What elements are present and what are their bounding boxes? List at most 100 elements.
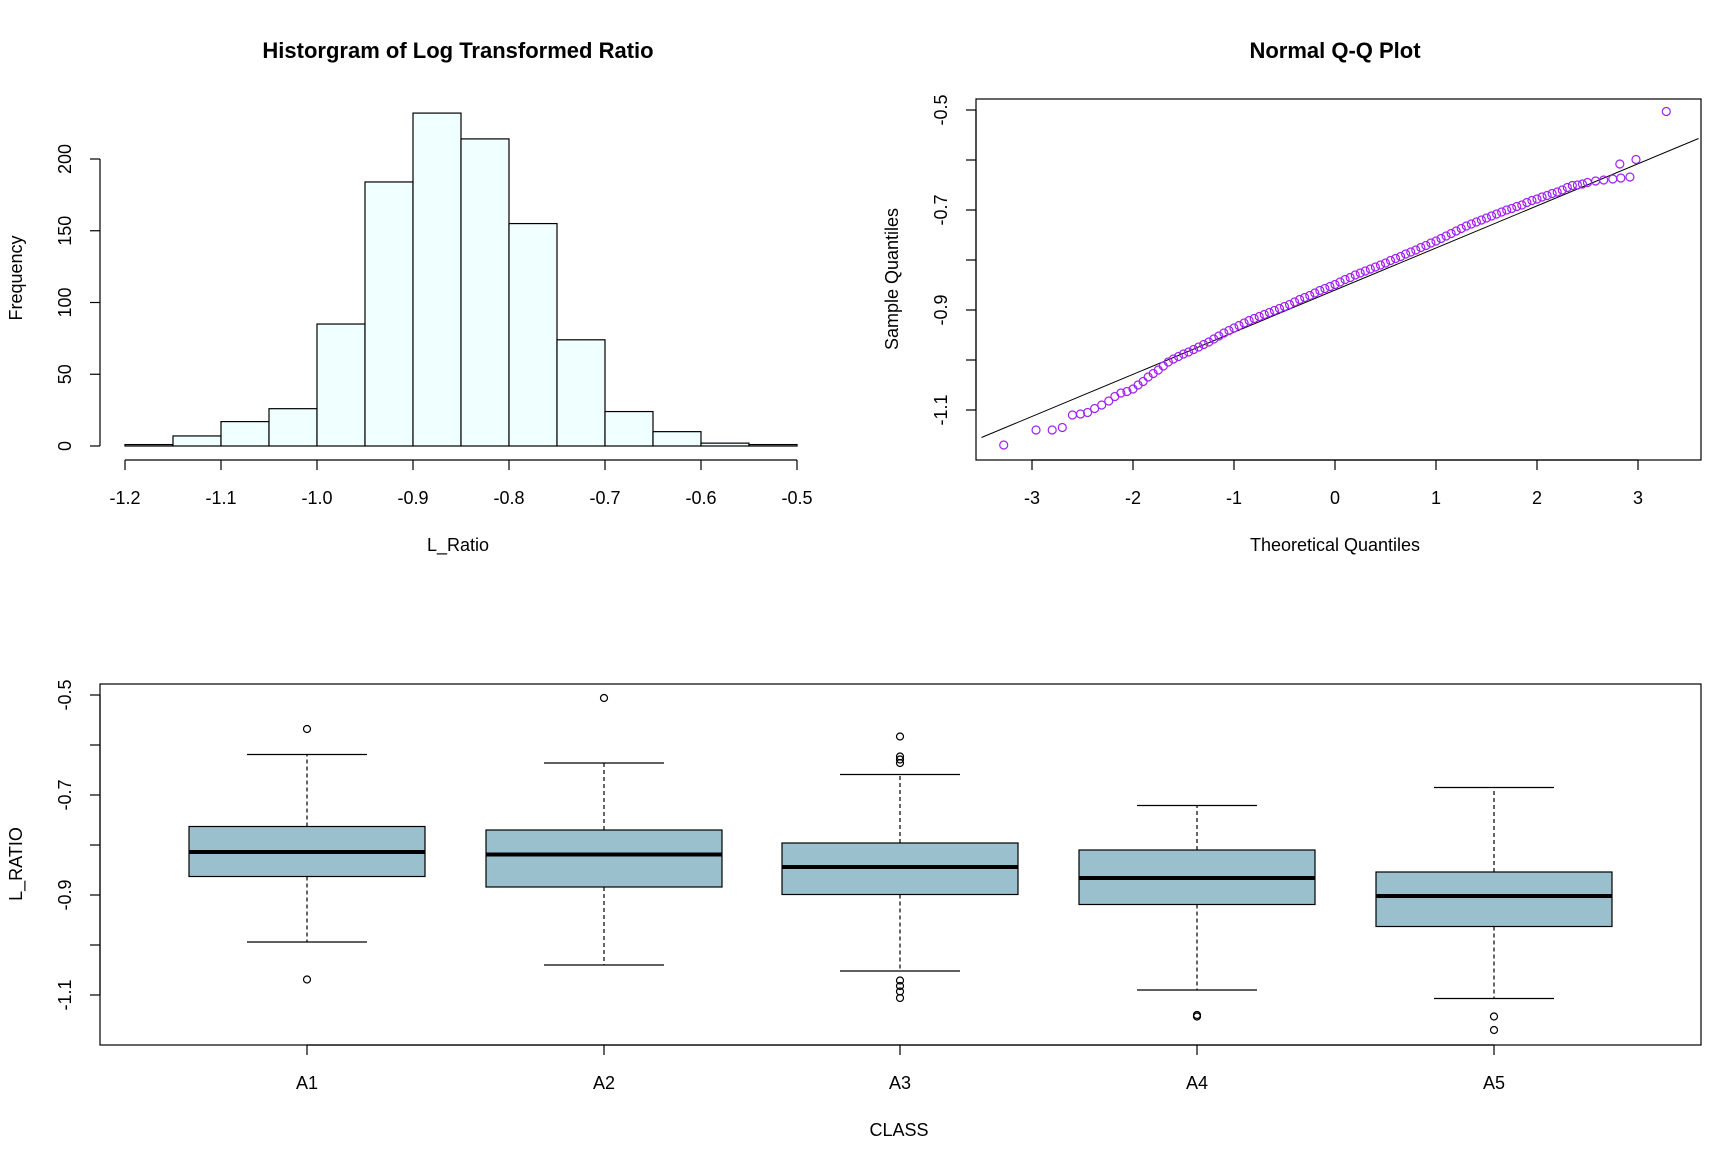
- qq-point: [1289, 297, 1300, 307]
- qq-point: [1507, 203, 1517, 214]
- qq-point: [1340, 274, 1350, 285]
- qq-point: [1305, 290, 1315, 301]
- qq-point: [1067, 410, 1078, 420]
- boxplot-y-tick-label: -0.7: [55, 779, 75, 810]
- qq-point: [1562, 182, 1572, 193]
- qq-point: [1104, 396, 1114, 406]
- qq-point: [1557, 185, 1567, 195]
- qq-points: [999, 106, 1671, 450]
- qq-point: [1517, 200, 1527, 210]
- qq-point: [1194, 342, 1204, 352]
- qq-point: [1567, 180, 1577, 191]
- qq-point: [1615, 159, 1625, 169]
- box-outlier: [1489, 1025, 1499, 1035]
- qq-point: [1537, 192, 1547, 202]
- qq-point: [1188, 344, 1199, 355]
- qq-point: [1385, 255, 1396, 266]
- histogram-bar-13: [748, 443, 798, 447]
- qq-point: [1552, 187, 1562, 197]
- histogram-x-tick-label: -0.8: [493, 488, 524, 508]
- qq-point: [1320, 283, 1330, 294]
- qq-point: [1031, 425, 1041, 435]
- histogram-bar-10: [604, 410, 654, 447]
- qq-point: [1249, 313, 1259, 324]
- qq-point: [1370, 262, 1381, 272]
- box-body: [1375, 871, 1613, 928]
- qq-point: [1178, 349, 1189, 359]
- histogram-x-tick-label: -1.0: [301, 488, 332, 508]
- qq-point: [1310, 288, 1320, 298]
- boxplot-x-tick-label: A3: [889, 1073, 911, 1093]
- qq-point: [1244, 315, 1254, 326]
- qq-x-tick-label: 3: [1633, 488, 1643, 508]
- qq-point: [1481, 213, 1492, 223]
- box-outlier: [895, 976, 905, 985]
- qq-point: [1446, 228, 1456, 239]
- box-outlier: [302, 724, 312, 734]
- qq-point: [1173, 351, 1184, 362]
- box-body: [485, 829, 723, 888]
- qq-x-tick-label: 2: [1532, 488, 1542, 508]
- boxplot-boxes: [188, 693, 1613, 1035]
- qq-y-label: Sample Quantiles: [882, 208, 902, 350]
- qq-point: [1512, 201, 1522, 212]
- qq-point: [1204, 337, 1214, 347]
- box-outlier: [1192, 1012, 1202, 1021]
- qq-x-tick-label: 0: [1330, 488, 1340, 508]
- qq-point: [1168, 354, 1179, 364]
- boxplot-y-label: L_RATIO: [6, 827, 27, 901]
- qq-point: [1522, 197, 1532, 208]
- box-outlier: [895, 758, 905, 768]
- histogram-x-tick-label: -0.7: [589, 488, 620, 508]
- qq-point: [1284, 299, 1295, 310]
- box-a2: [485, 693, 723, 966]
- qq-point: [1411, 245, 1421, 255]
- qq-point: [1375, 260, 1386, 270]
- qq-point: [1416, 242, 1426, 253]
- histogram-y-tick-label: 150: [55, 216, 75, 246]
- qq-point: [1315, 285, 1325, 296]
- qq-point: [1491, 209, 1502, 219]
- histogram-x-tick-label: -0.9: [397, 488, 428, 508]
- boxplot-axes: A1 A2 A3 A4 A5 -1.1 -0.9 -0.7 -0.5: [55, 679, 1505, 1093]
- qq-point: [1471, 217, 1482, 227]
- qq-point: [1436, 233, 1446, 244]
- boxplot-x-tick-label: A1: [296, 1073, 318, 1093]
- histogram-bar-7: [460, 138, 510, 447]
- histogram-title: Historgram of Log Transformed Ratio: [262, 38, 653, 63]
- qq-point: [1527, 195, 1537, 206]
- histogram-y-tick-label: 50: [55, 364, 75, 384]
- histogram-bar-5: [364, 181, 414, 447]
- qq-point: [1431, 236, 1441, 246]
- qq-point: [1254, 311, 1264, 322]
- qq-point: [1390, 253, 1401, 264]
- qq-point: [1138, 376, 1148, 387]
- qq-x-tick-label: -3: [1024, 488, 1040, 508]
- qq-point: [1532, 194, 1542, 204]
- qq-y-tick-label: -1.1: [931, 394, 951, 425]
- box-outlier: [895, 755, 905, 764]
- boxplot-y-tick-label: -1.1: [55, 979, 75, 1010]
- histogram-bar-3: [268, 408, 318, 447]
- qq-point: [1295, 294, 1305, 305]
- qq-point: [1456, 223, 1466, 234]
- boxplot-y-tick-label: -0.9: [55, 879, 75, 910]
- qq-point: [1577, 179, 1588, 189]
- qq-point: [1335, 277, 1345, 287]
- histogram-bar-6: [412, 112, 462, 447]
- boxplot-y-tick-label: -0.5: [55, 679, 75, 710]
- qq-point: [1451, 226, 1461, 236]
- histogram-y-label: Frequency: [6, 235, 26, 320]
- qq-point: [1625, 172, 1635, 182]
- boxplot-x-label: CLASS: [869, 1120, 928, 1140]
- histogram-bar-0: [124, 443, 174, 447]
- qq-point: [1599, 175, 1609, 185]
- qq-point: [1330, 279, 1340, 290]
- qq-x-label: Theoretical Quantiles: [1250, 535, 1420, 555]
- histogram-bar-1: [172, 435, 222, 447]
- histogram-bar-4: [316, 323, 366, 447]
- boxplot-x-tick-label: A2: [593, 1073, 615, 1093]
- qq-point: [1365, 264, 1375, 274]
- qq-point: [999, 440, 1009, 450]
- qq-point: [1572, 180, 1583, 190]
